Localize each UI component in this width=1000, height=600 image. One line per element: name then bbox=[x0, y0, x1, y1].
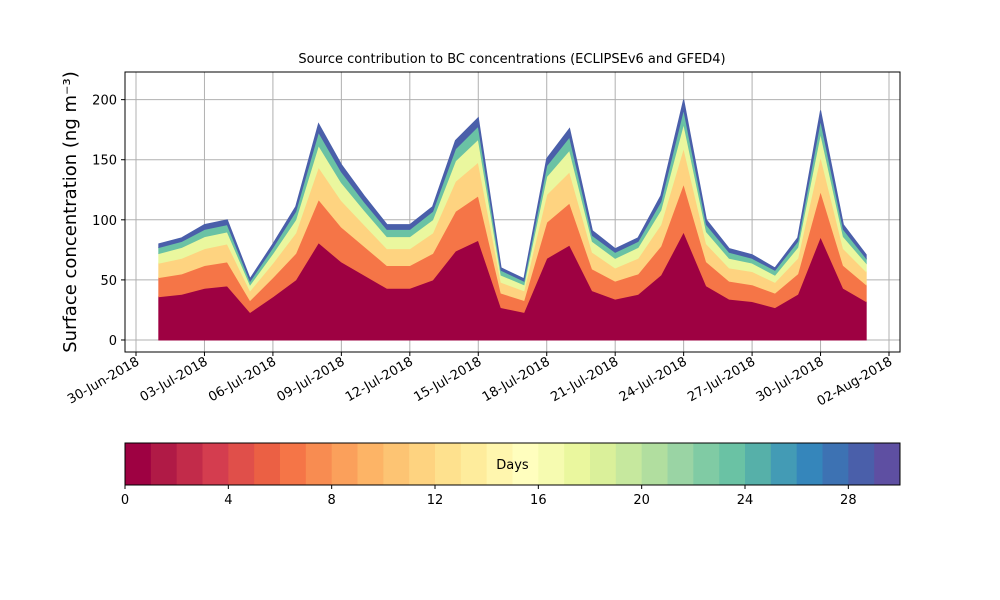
y-tick-label: 100 bbox=[92, 214, 117, 229]
colorbar-swatch bbox=[538, 443, 565, 485]
x-tick-label: 21-Jul-2018 bbox=[548, 354, 621, 405]
y-tick-label: 150 bbox=[92, 154, 117, 169]
colorbar-swatch bbox=[125, 443, 152, 485]
colorbar-swatch bbox=[460, 443, 488, 485]
y-tick-label: 50 bbox=[100, 274, 117, 289]
colorbar-tick-label: 28 bbox=[840, 493, 857, 508]
x-tick-label: 27-Jul-2018 bbox=[685, 354, 758, 405]
colorbar-tick-label: 8 bbox=[328, 493, 336, 508]
area bbox=[158, 99, 867, 283]
y-axis-label: Surface concentration (ng m⁻³) bbox=[60, 71, 81, 353]
y-tick-label: 0 bbox=[109, 334, 117, 349]
x-tick-label: 03-Jul-2018 bbox=[138, 354, 211, 405]
colorbar-label: Days bbox=[496, 458, 529, 473]
colorbar-swatch bbox=[331, 443, 358, 485]
colorbar-swatch bbox=[486, 443, 513, 485]
colorbar-swatch bbox=[590, 443, 617, 485]
x-tick-label: 24-Jul-2018 bbox=[617, 354, 690, 405]
colorbar-swatch bbox=[615, 443, 643, 485]
x-tick-label: 06-Jul-2018 bbox=[206, 354, 279, 405]
x-tick-label: 02-Aug-2018 bbox=[815, 354, 895, 409]
colorbar-swatch bbox=[383, 443, 410, 485]
colorbar-swatch bbox=[254, 443, 281, 485]
colorbar-swatch bbox=[512, 443, 539, 485]
colorbar-tick-label: 16 bbox=[530, 493, 547, 508]
chart-title: Source contribution to BC concentrations… bbox=[298, 52, 725, 67]
colorbar-swatch bbox=[357, 443, 384, 485]
colorbar-swatch bbox=[176, 443, 203, 485]
colorbar-swatch bbox=[745, 443, 772, 485]
colorbar-swatch bbox=[874, 443, 901, 485]
x-tick-label: 30-Jun-2018 bbox=[65, 354, 142, 407]
x-tick-label: 12-Jul-2018 bbox=[343, 354, 416, 405]
colorbar-swatch bbox=[822, 443, 849, 485]
colorbar-swatch bbox=[693, 443, 720, 485]
colorbar-swatch bbox=[848, 443, 875, 485]
colorbar-swatch bbox=[796, 443, 823, 485]
x-tick-label: 18-Jul-2018 bbox=[480, 354, 553, 405]
colorbar-swatch bbox=[305, 443, 333, 485]
colorbar-tick-label: 20 bbox=[633, 493, 650, 508]
colorbar-swatch bbox=[435, 443, 462, 485]
colorbar-tick-label: 12 bbox=[427, 493, 444, 508]
colorbar-swatch bbox=[150, 443, 178, 485]
colorbar-tick-label: 24 bbox=[737, 493, 754, 508]
colorbar-frame bbox=[124, 442, 901, 486]
colorbar-swatch bbox=[641, 443, 668, 485]
colorbar-swatch bbox=[280, 443, 307, 485]
colorbar-tick-label: 0 bbox=[121, 493, 129, 508]
colorbar-swatch bbox=[409, 443, 436, 485]
x-tick-label: 15-Jul-2018 bbox=[411, 354, 484, 405]
colorbar-tick-label: 4 bbox=[224, 493, 232, 508]
colorbar-swatch bbox=[564, 443, 591, 485]
colorbar-swatch bbox=[719, 443, 746, 485]
y-tick-label: 200 bbox=[92, 94, 117, 109]
colorbar-swatch bbox=[667, 443, 694, 485]
colorbar-swatch bbox=[770, 443, 798, 485]
colorbar-swatch bbox=[202, 443, 229, 485]
colorbar-swatch bbox=[228, 443, 255, 485]
plot-frame bbox=[124, 71, 901, 353]
x-tick-label: 09-Jul-2018 bbox=[275, 354, 348, 405]
